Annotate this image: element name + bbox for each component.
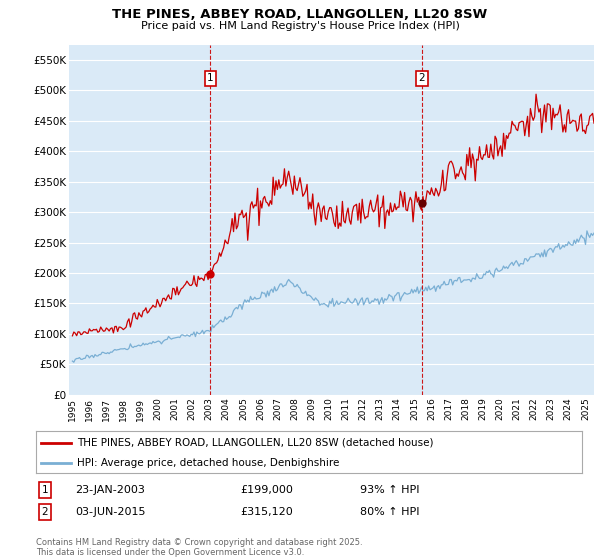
- Text: 03-JUN-2015: 03-JUN-2015: [75, 507, 146, 517]
- Text: HPI: Average price, detached house, Denbighshire: HPI: Average price, detached house, Denb…: [77, 458, 340, 468]
- Text: THE PINES, ABBEY ROAD, LLANGOLLEN, LL20 8SW: THE PINES, ABBEY ROAD, LLANGOLLEN, LL20 …: [112, 8, 488, 21]
- Text: 93% ↑ HPI: 93% ↑ HPI: [360, 485, 419, 495]
- Text: 2: 2: [418, 73, 425, 83]
- Text: Contains HM Land Registry data © Crown copyright and database right 2025.
This d: Contains HM Land Registry data © Crown c…: [36, 538, 362, 557]
- Text: Price paid vs. HM Land Registry's House Price Index (HPI): Price paid vs. HM Land Registry's House …: [140, 21, 460, 31]
- Text: 1: 1: [41, 485, 49, 495]
- Text: 23-JAN-2003: 23-JAN-2003: [75, 485, 145, 495]
- Text: £199,000: £199,000: [240, 485, 293, 495]
- Text: £315,120: £315,120: [240, 507, 293, 517]
- Text: 80% ↑ HPI: 80% ↑ HPI: [360, 507, 419, 517]
- Text: THE PINES, ABBEY ROAD, LLANGOLLEN, LL20 8SW (detached house): THE PINES, ABBEY ROAD, LLANGOLLEN, LL20 …: [77, 438, 433, 448]
- Text: 2: 2: [41, 507, 49, 517]
- Text: 1: 1: [207, 73, 214, 83]
